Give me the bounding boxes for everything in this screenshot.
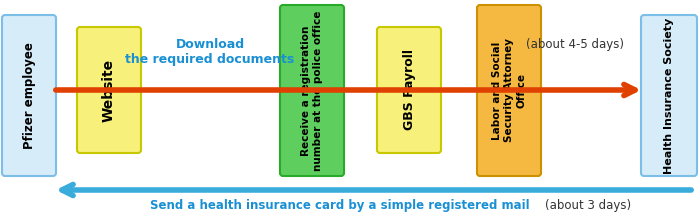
Text: Labor and Social
Security Attorney
Office: Labor and Social Security Attorney Offic… — [491, 38, 526, 143]
FancyBboxPatch shape — [477, 5, 541, 176]
Text: GBS Payroll: GBS Payroll — [402, 50, 416, 130]
FancyBboxPatch shape — [2, 15, 56, 176]
Text: Receive a registration
number at the police office: Receive a registration number at the pol… — [301, 10, 323, 171]
FancyBboxPatch shape — [377, 27, 441, 153]
Text: (about 3 days): (about 3 days) — [545, 200, 631, 213]
FancyBboxPatch shape — [280, 5, 344, 176]
Text: Download
the required documents: Download the required documents — [125, 38, 295, 66]
Text: Pfizer employee: Pfizer employee — [22, 42, 36, 149]
Text: Health Insurance Society: Health Insurance Society — [664, 17, 674, 174]
Text: Send a health insurance card by a simple registered mail: Send a health insurance card by a simple… — [150, 200, 530, 213]
FancyBboxPatch shape — [77, 27, 141, 153]
Text: (about 4-5 days): (about 4-5 days) — [526, 38, 624, 51]
Text: Website: Website — [102, 59, 116, 122]
FancyBboxPatch shape — [641, 15, 697, 176]
